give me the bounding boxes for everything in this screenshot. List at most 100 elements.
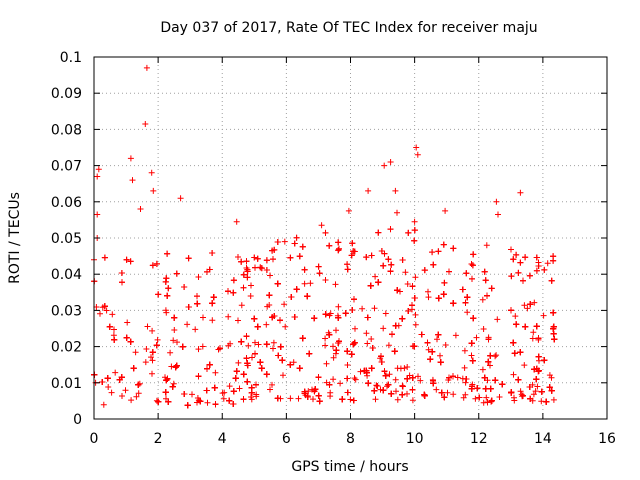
data-point [352, 376, 359, 383]
data-point [194, 300, 201, 307]
data-point [168, 363, 175, 370]
data-point [511, 394, 517, 401]
data-point [173, 362, 180, 369]
data-point [252, 339, 258, 346]
data-point [543, 398, 550, 405]
data-point [109, 311, 116, 318]
data-point [418, 331, 425, 338]
outlier-point [129, 177, 136, 184]
data-point [287, 395, 294, 402]
data-point [149, 349, 156, 356]
data-point [521, 362, 528, 369]
data-point [531, 299, 538, 306]
data-point [192, 326, 199, 333]
data-point [149, 370, 155, 377]
data-point [258, 365, 265, 372]
data-point [430, 261, 437, 268]
data-point [364, 340, 371, 347]
data-point [288, 294, 295, 300]
data-point [402, 269, 409, 276]
data-point [344, 266, 351, 273]
data-point [391, 348, 398, 355]
data-point [194, 293, 200, 300]
data-point [170, 380, 177, 387]
data-point [513, 321, 520, 328]
data-point [194, 395, 201, 401]
data-point [374, 383, 381, 389]
outlier-point [414, 151, 421, 158]
data-point [333, 347, 340, 354]
data-point [99, 379, 106, 385]
data-point [434, 336, 440, 343]
data-point [230, 277, 237, 284]
data-point [124, 319, 131, 326]
data-point [235, 317, 241, 324]
data-point [350, 248, 357, 255]
data-point [280, 372, 286, 379]
data-point [347, 396, 354, 403]
data-point [162, 389, 169, 396]
data-point [230, 289, 237, 296]
y-tick-label: 0 [73, 412, 82, 428]
data-point [225, 313, 232, 320]
data-point [462, 391, 469, 398]
data-point [446, 374, 452, 381]
data-point [111, 326, 117, 333]
outlier-point [281, 238, 288, 245]
data-point [189, 391, 195, 398]
data-point [104, 375, 111, 382]
data-point [387, 226, 394, 233]
data-point [364, 314, 371, 321]
data-point [251, 254, 258, 261]
data-point [322, 342, 329, 349]
data-point [394, 287, 401, 294]
data-point [293, 234, 300, 241]
data-point [236, 385, 243, 392]
data-point [349, 240, 356, 247]
data-point [326, 381, 333, 388]
x-tick-label: 12 [470, 431, 488, 447]
data-point [522, 323, 529, 330]
data-point [394, 396, 401, 403]
data-point [149, 357, 156, 364]
data-point [266, 292, 273, 299]
data-point [275, 352, 282, 359]
data-point [232, 375, 239, 382]
data-point [484, 399, 491, 406]
data-point [468, 385, 475, 392]
data-point [409, 374, 416, 381]
data-point [472, 395, 479, 402]
data-point [469, 357, 476, 364]
data-point [411, 227, 418, 234]
data-point [550, 253, 557, 260]
outlier-point [394, 209, 400, 216]
outlier-point [483, 242, 490, 249]
data-point [550, 309, 557, 316]
data-point [463, 376, 470, 382]
data-point [461, 364, 468, 371]
data-point [348, 351, 355, 358]
data-point [172, 364, 179, 371]
data-point [164, 292, 171, 299]
data-point [267, 272, 273, 279]
data-point [344, 362, 351, 368]
data-point [512, 313, 519, 320]
data-point [164, 250, 171, 257]
data-point [372, 396, 379, 403]
data-point [243, 333, 250, 340]
data-point [111, 336, 118, 343]
data-point [203, 387, 210, 394]
data-point [171, 314, 178, 321]
data-point [335, 247, 342, 254]
data-point [538, 388, 545, 395]
data-point [368, 336, 375, 342]
data-point [123, 256, 130, 263]
data-point [406, 372, 413, 379]
data-point [424, 339, 431, 346]
data-point [405, 308, 412, 314]
data-point [535, 368, 542, 375]
data-point [251, 315, 258, 322]
data-point [253, 391, 260, 398]
data-point [435, 331, 442, 338]
data-point [470, 251, 477, 258]
